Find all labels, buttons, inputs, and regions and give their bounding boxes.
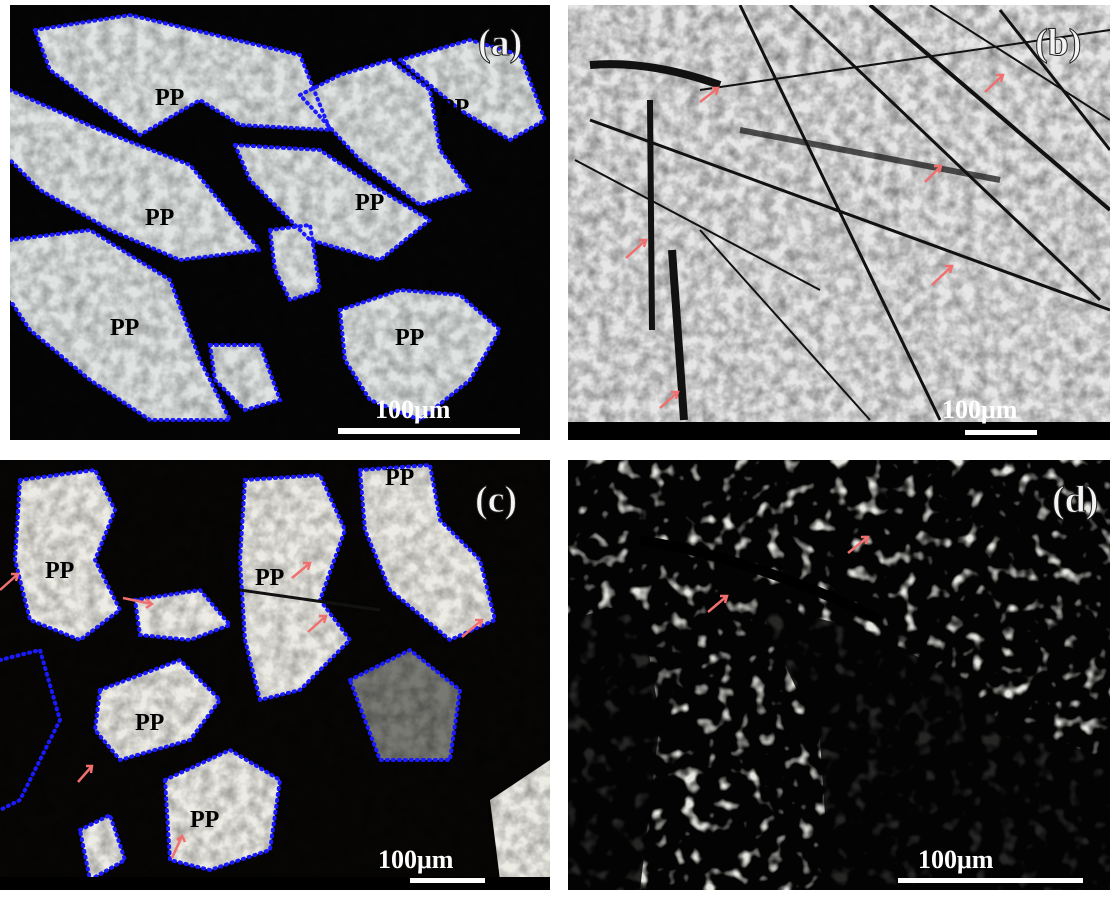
- panel-label: (d): [1052, 479, 1098, 521]
- panel-d: (d) 100μm: [568, 460, 1110, 890]
- panel-label: (a): [478, 22, 522, 64]
- region-label: PP: [395, 325, 424, 351]
- scale-bar: [338, 428, 520, 434]
- region-label: PP: [145, 205, 174, 231]
- scale-bar: [410, 878, 485, 883]
- figure: PP PP PP PP PP PP (a) 100μm: [0, 0, 1110, 898]
- panel-c: PP PP PP PP PP (c) 100μm: [0, 460, 550, 890]
- region-label: PP: [45, 558, 74, 584]
- scale-bar-label: 100μm: [375, 395, 451, 424]
- panel-a: PP PP PP PP PP PP (a) 100μm: [10, 5, 550, 440]
- region-label: PP: [355, 190, 384, 216]
- region-label: PP: [255, 565, 284, 591]
- region-label: PP: [385, 465, 414, 491]
- scale-bar: [965, 430, 1037, 435]
- scale-bar-label: 100μm: [378, 845, 454, 874]
- panel-label: (c): [475, 479, 517, 521]
- panel-b: (b) 100μm: [568, 5, 1110, 440]
- region-label: PP: [190, 807, 219, 833]
- region-label: PP: [110, 315, 139, 341]
- region-label: PP: [155, 85, 184, 111]
- panel-label: (b): [1035, 22, 1081, 64]
- region-label: PP: [135, 710, 164, 736]
- scale-bar-label: 100μm: [942, 395, 1018, 424]
- scale-bar: [898, 878, 1083, 883]
- scale-bar-label: 100μm: [918, 845, 994, 874]
- region-label: PP: [440, 95, 469, 121]
